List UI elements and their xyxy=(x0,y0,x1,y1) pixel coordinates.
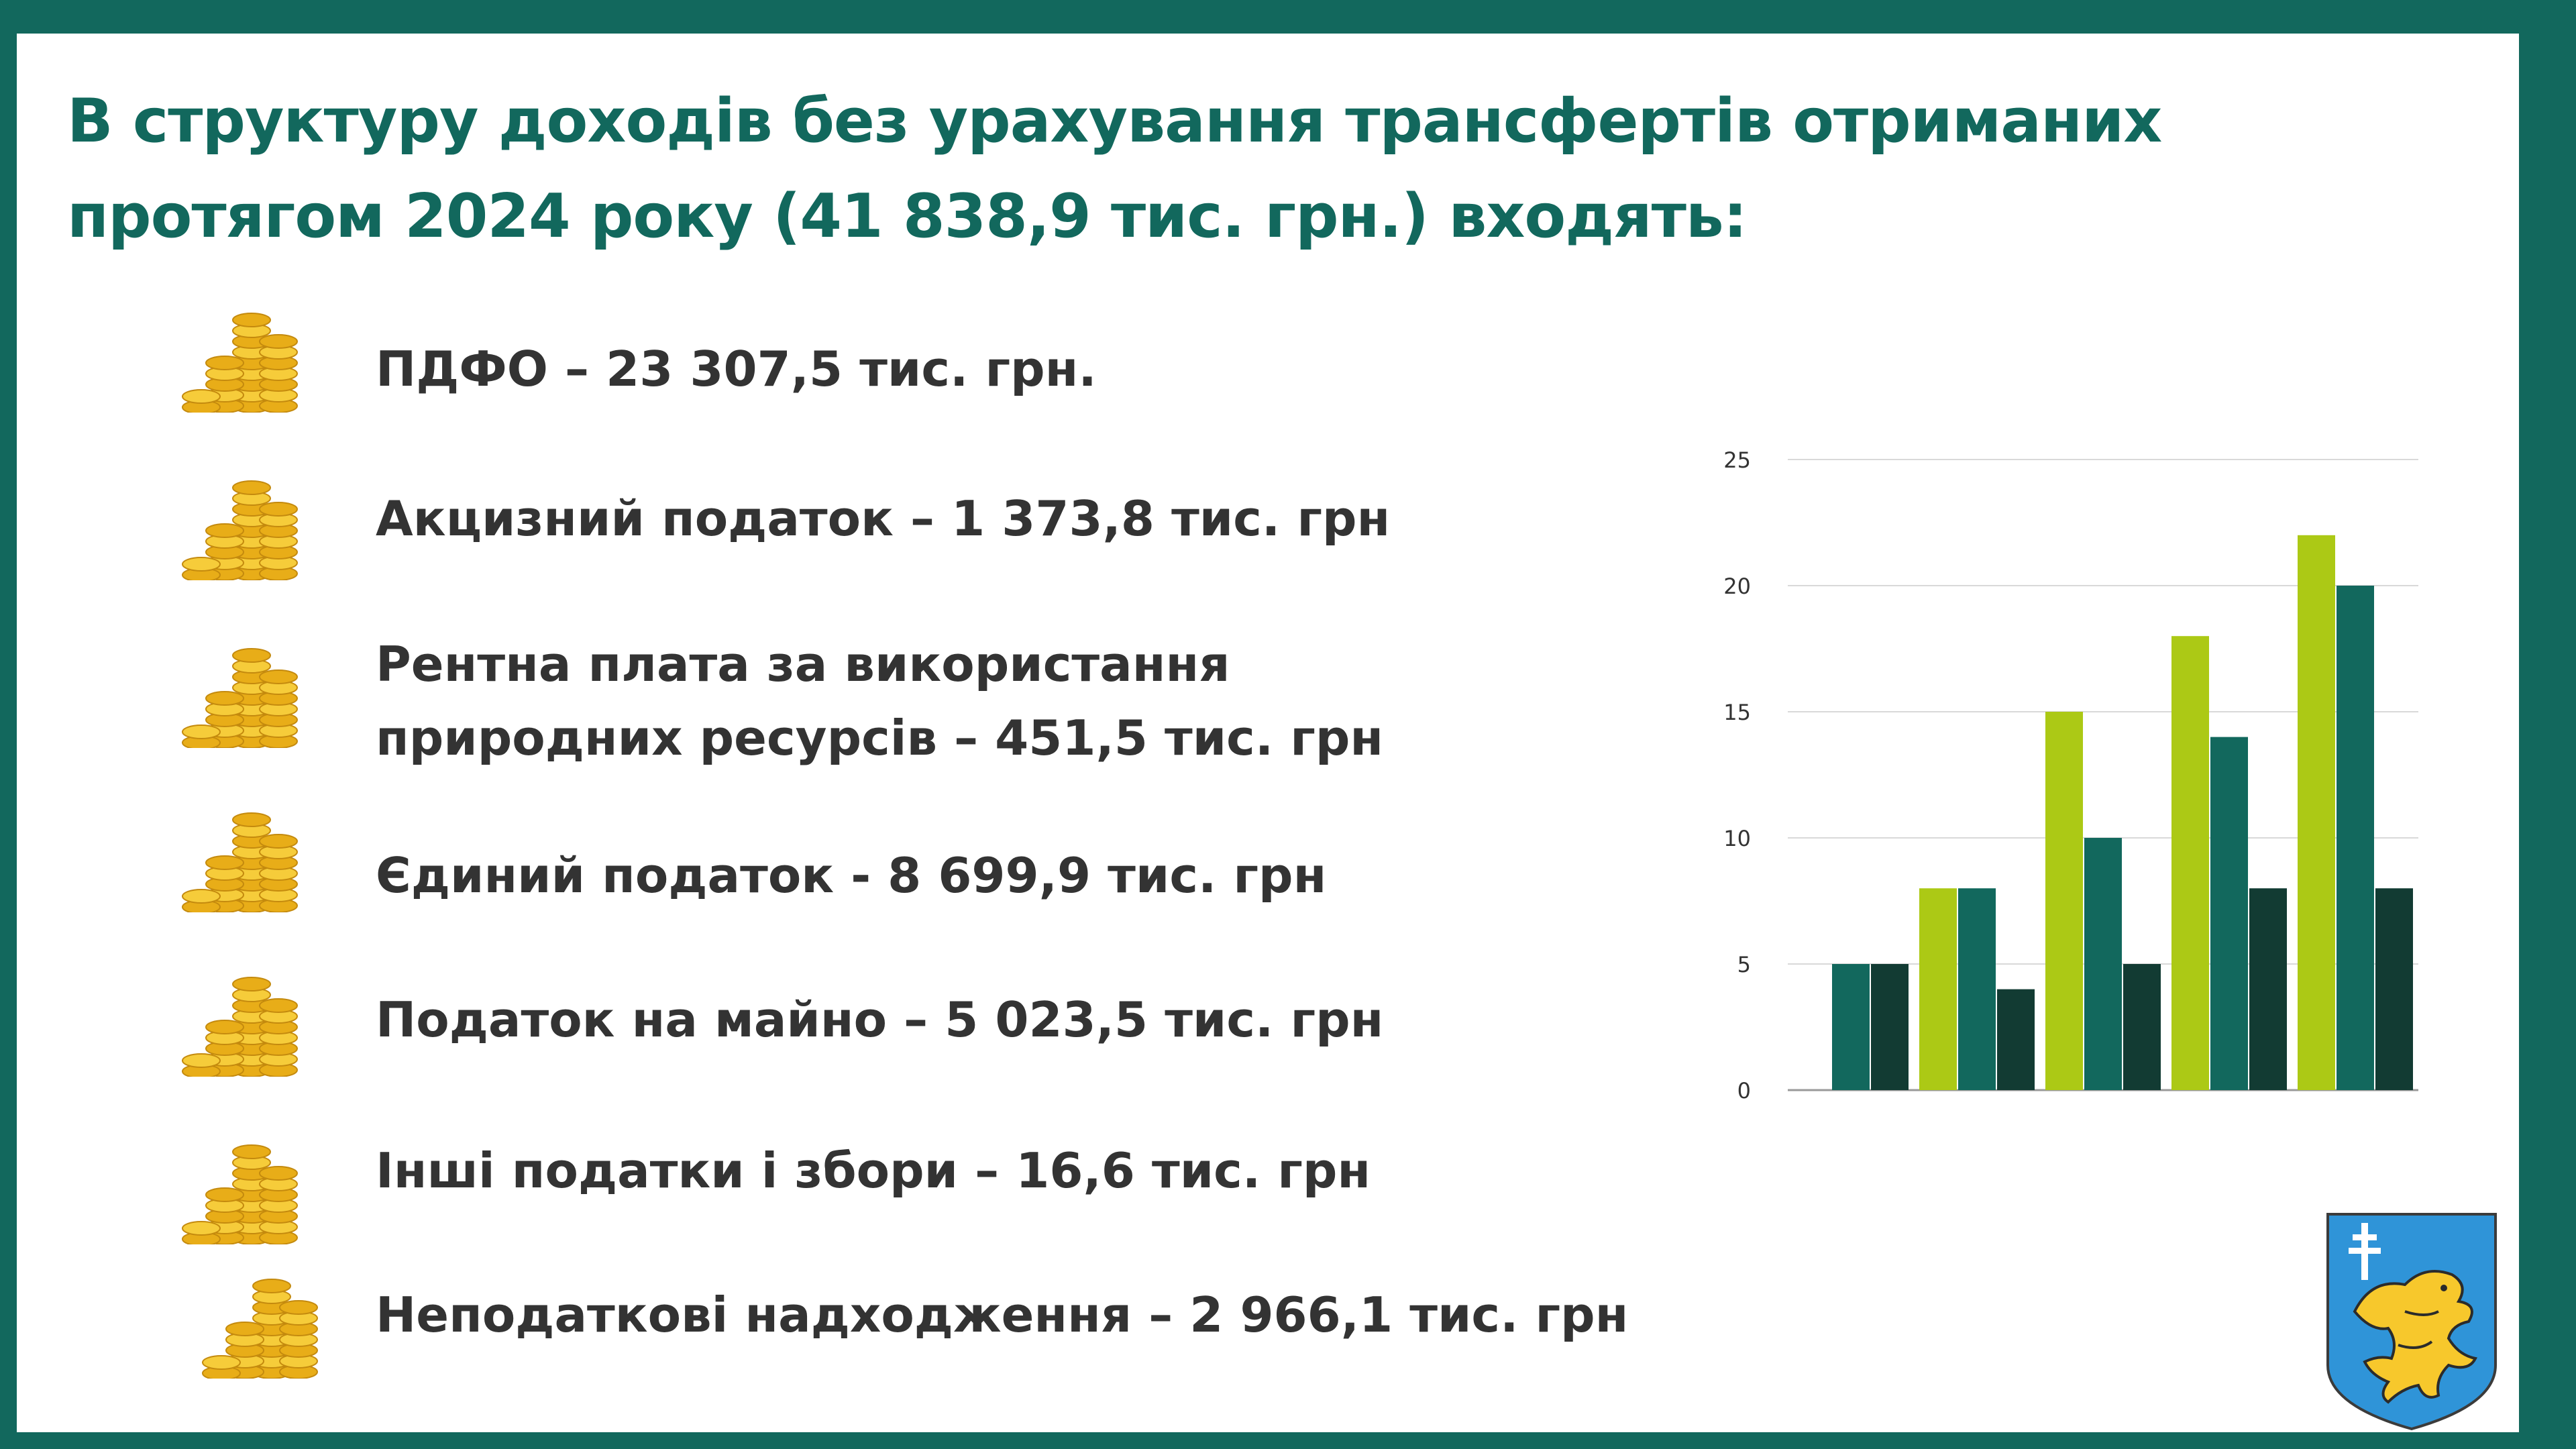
y-tick-label: 20 xyxy=(1723,574,1751,599)
coins-stack-icon xyxy=(178,299,312,415)
list-item-single-tax: Єдиний податок - 8 699,9 тис. грн xyxy=(17,792,1627,926)
bar xyxy=(2210,737,2248,1090)
bar xyxy=(1919,888,1957,1090)
item-label: Інші податки і збори – 16,6 тис. грн xyxy=(376,1142,1371,1199)
coins-stack-icon xyxy=(178,798,312,914)
bar xyxy=(1832,964,1870,1090)
coins-stack-icon xyxy=(178,634,312,750)
title-line-2: протягом 2024 року (41 838,9 тис. грн.) … xyxy=(67,181,1748,252)
bar xyxy=(2123,964,2161,1090)
title-line-1: В структуру доходів без урахування транс… xyxy=(67,86,2162,156)
list-item-pdfo: ПДФО – 23 307,5 тис. грн. xyxy=(17,299,1627,433)
bar xyxy=(1871,964,1909,1090)
coat-of-arms-icon xyxy=(2324,1211,2499,1432)
bar xyxy=(2337,586,2374,1090)
list-item-property-tax: Податок на майно – 5 023,5 тис. грн xyxy=(17,956,1627,1090)
y-tick-label: 10 xyxy=(1723,826,1751,851)
item-label: Акцизний податок – 1 373,8 тис. грн xyxy=(376,490,1391,547)
revenue-bar-chart: 0 5 10 15 20 25 xyxy=(1707,409,2432,1181)
list-item-non-tax: Неподаткові надходження – 2 966,1 тис. г… xyxy=(17,1265,1629,1399)
y-tick-label: 5 xyxy=(1737,952,1751,977)
bar xyxy=(2375,888,2413,1090)
item-label: Неподаткові надходження – 2 966,1 тис. г… xyxy=(376,1287,1629,1343)
y-tick-label: 25 xyxy=(1723,447,1751,473)
coins-stack-icon xyxy=(178,466,312,582)
bar xyxy=(2045,712,2083,1090)
bar xyxy=(2249,888,2287,1090)
item-label: Податок на майно – 5 023,5 тис. грн xyxy=(376,991,1384,1048)
coins-stack-icon xyxy=(178,963,312,1079)
bar xyxy=(2084,838,2122,1090)
bar xyxy=(2298,535,2335,1090)
item-label-line-2: природних ресурсів – 451,5 тис. грн xyxy=(376,710,1384,766)
item-label: ПДФО – 23 307,5 тис. грн. xyxy=(376,341,1097,397)
y-tick-label: 0 xyxy=(1737,1078,1751,1104)
coins-stack-icon xyxy=(198,1265,332,1381)
bar xyxy=(1958,888,1996,1090)
bar xyxy=(2171,636,2209,1090)
bar xyxy=(1997,989,2035,1090)
item-label: Єдиний податок - 8 699,9 тис. грн xyxy=(376,847,1327,904)
slide: В структуру доходів без урахування транс… xyxy=(17,34,2519,1432)
list-item-excise: Акцизний податок – 1 373,8 тис. грн xyxy=(17,463,1627,597)
page-title: В структуру доходів без урахування транс… xyxy=(67,74,2281,264)
chart-svg: 0 5 10 15 20 25 xyxy=(1723,447,2418,1104)
coins-stack-icon xyxy=(178,1130,312,1246)
item-label-line-1: Рентна плата за використання xyxy=(376,636,1230,692)
y-tick-label: 15 xyxy=(1723,700,1751,725)
list-item-rent: Рентна плата за використання природних р… xyxy=(17,627,1627,766)
list-item-other-taxes: Інші податки і збори – 16,6 тис. грн xyxy=(17,1107,1627,1246)
